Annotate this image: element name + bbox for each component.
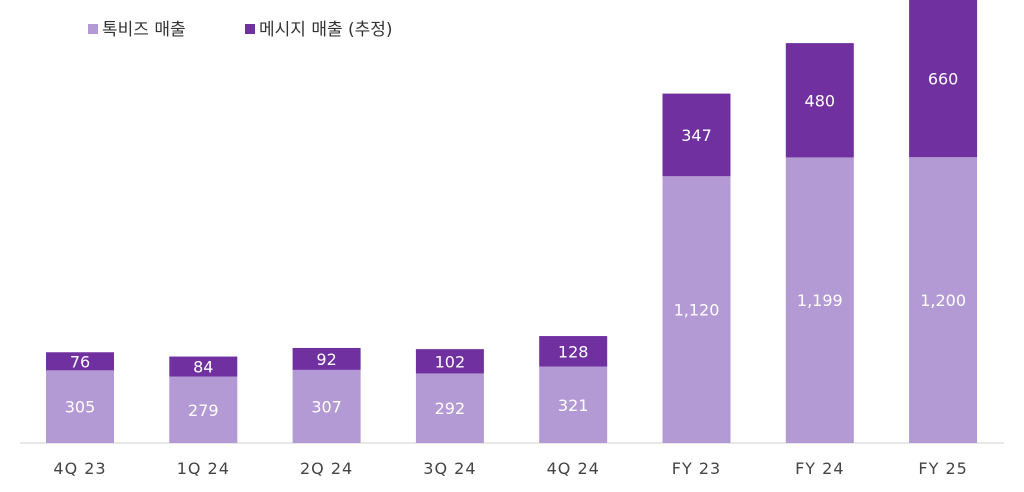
- data-label-message-7: 480: [805, 91, 836, 110]
- data-label-message-6: 347: [681, 126, 712, 145]
- x-tick-label-6: FY 23: [672, 459, 721, 478]
- legend-label-1: 톡비즈 매출: [102, 20, 186, 40]
- bar-talkbiz-3: [292, 369, 361, 443]
- data-label-message-8: 660: [928, 70, 959, 89]
- bar-message-1: [46, 352, 114, 371]
- data-label-talkbiz-8: 1,200: [920, 291, 966, 310]
- x-tick-labels: 4Q 23 1Q 24 2Q 24 3Q 24 4Q 24 FY 23 FY 24 FY 25: [53, 459, 967, 478]
- data-label-message-5: 128: [558, 342, 589, 361]
- x-tick-label-2: 1Q 24: [177, 459, 230, 478]
- data-label-talkbiz-2: 279: [188, 401, 219, 420]
- bar-talkbiz-6: [662, 176, 731, 443]
- bars-group: 305 76 279 84 307 92 292 102 321 128 1,120 347 1,199…: [46, 0, 978, 444]
- bar-message-2: [169, 356, 238, 377]
- legend-swatch-2: [245, 24, 255, 34]
- bar-talkbiz-5: [539, 366, 608, 443]
- data-label-talkbiz-6: 1,120: [674, 301, 720, 320]
- bar-talkbiz-8: [909, 157, 978, 443]
- legend: 톡비즈 매출 메시지 매출 (추정): [88, 20, 393, 40]
- bar-message-6: [662, 93, 731, 177]
- x-tick-label-3: 2Q 24: [300, 459, 353, 478]
- bar-talkbiz-2: [169, 376, 238, 443]
- data-label-message-1: 76: [70, 352, 90, 371]
- x-tick-label-8: FY 25: [918, 459, 967, 478]
- legend-swatch-1: [88, 24, 98, 34]
- data-label-talkbiz-7: 1,199: [797, 291, 843, 310]
- data-label-message-3: 92: [316, 350, 336, 369]
- bar-message-7: [785, 43, 854, 158]
- legend-label-2: 메시지 매출 (추정): [259, 20, 393, 40]
- bar-talkbiz-1: [46, 370, 114, 443]
- bar-message-5: [539, 336, 608, 367]
- data-label-talkbiz-5: 321: [558, 396, 589, 415]
- bar-talkbiz-4: [415, 373, 484, 443]
- data-label-talkbiz-4: 292: [435, 399, 466, 418]
- x-tick-label-5: 4Q 24: [547, 459, 600, 478]
- bar-message-8: [909, 0, 978, 158]
- data-label-talkbiz-1: 305: [65, 398, 96, 417]
- data-label-message-4: 102: [435, 352, 466, 371]
- bar-talkbiz-7: [785, 157, 854, 444]
- bar-message-4: [415, 349, 484, 374]
- x-tick-label-7: FY 24: [795, 459, 844, 478]
- data-label-talkbiz-3: 307: [311, 397, 342, 416]
- data-label-message-2: 84: [193, 358, 213, 377]
- x-tick-label-1: 4Q 23: [53, 459, 106, 478]
- bar-message-3: [292, 347, 361, 370]
- x-tick-label-4: 3Q 24: [423, 459, 476, 478]
